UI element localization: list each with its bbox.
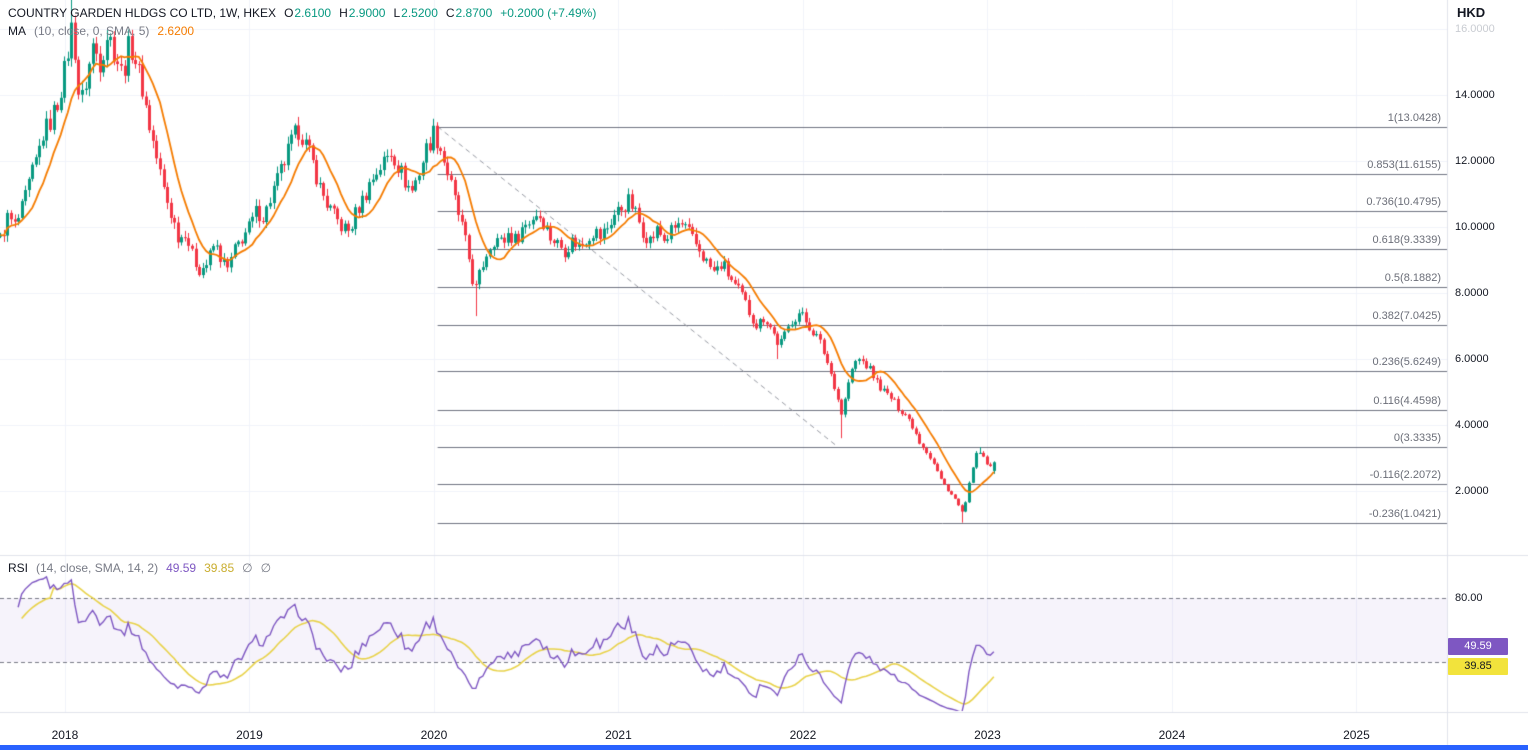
rsi-indicator-params: (14, close, SMA, 14, 2) xyxy=(36,561,159,575)
price-pane-legend: COUNTRY GARDEN HLDGS CO LTD, 1W, HKEX O2… xyxy=(8,6,596,42)
ma-indicator-name[interactable]: MA xyxy=(8,24,26,38)
symbol-title[interactable]: COUNTRY GARDEN HLDGS CO LTD, 1W, HKEX xyxy=(8,6,277,20)
open-number: 2.6100 xyxy=(294,6,332,20)
high-label: H xyxy=(339,6,348,20)
rsi-pane-legend: RSI (14, close, SMA, 14, 2) 49.59 39.85 … xyxy=(8,561,271,579)
rsi-value: 49.59 xyxy=(166,561,197,575)
close-value: C2.8700 xyxy=(446,6,492,20)
ma-indicator-row[interactable]: MA (10, close, 0, SMA, 5) 2.6200 xyxy=(8,24,596,38)
low-label: L xyxy=(393,6,401,20)
low-number: 2.5200 xyxy=(401,6,438,20)
open-value: O2.6100 xyxy=(284,6,331,20)
ma-value: 2.6200 xyxy=(157,24,195,38)
bottom-accent-bar xyxy=(0,745,1528,750)
open-label: O xyxy=(284,6,294,20)
ma-indicator-params: (10, close, 0, SMA, 5) xyxy=(34,24,150,38)
rsi-ma-value: 39.85 xyxy=(204,561,235,575)
close-label: C xyxy=(445,6,455,20)
rsi-band-empty-icon: ∅ xyxy=(242,561,253,575)
rsi-indicator-name[interactable]: RSI xyxy=(8,561,29,575)
low-value: L2.5200 xyxy=(393,6,437,20)
rsi-band-empty-icon: ∅ xyxy=(260,561,272,575)
rsi-indicator-row[interactable]: RSI (14, close, SMA, 14, 2) 49.59 39.85 … xyxy=(8,561,271,575)
close-number: 2.8700 xyxy=(455,6,493,20)
high-number: 2.9000 xyxy=(348,6,386,20)
symbol-row[interactable]: COUNTRY GARDEN HLDGS CO LTD, 1W, HKEX O2… xyxy=(8,6,596,20)
change-value: +0.2000 (+7.49%) xyxy=(500,6,597,20)
high-value: H2.9000 xyxy=(339,6,385,20)
